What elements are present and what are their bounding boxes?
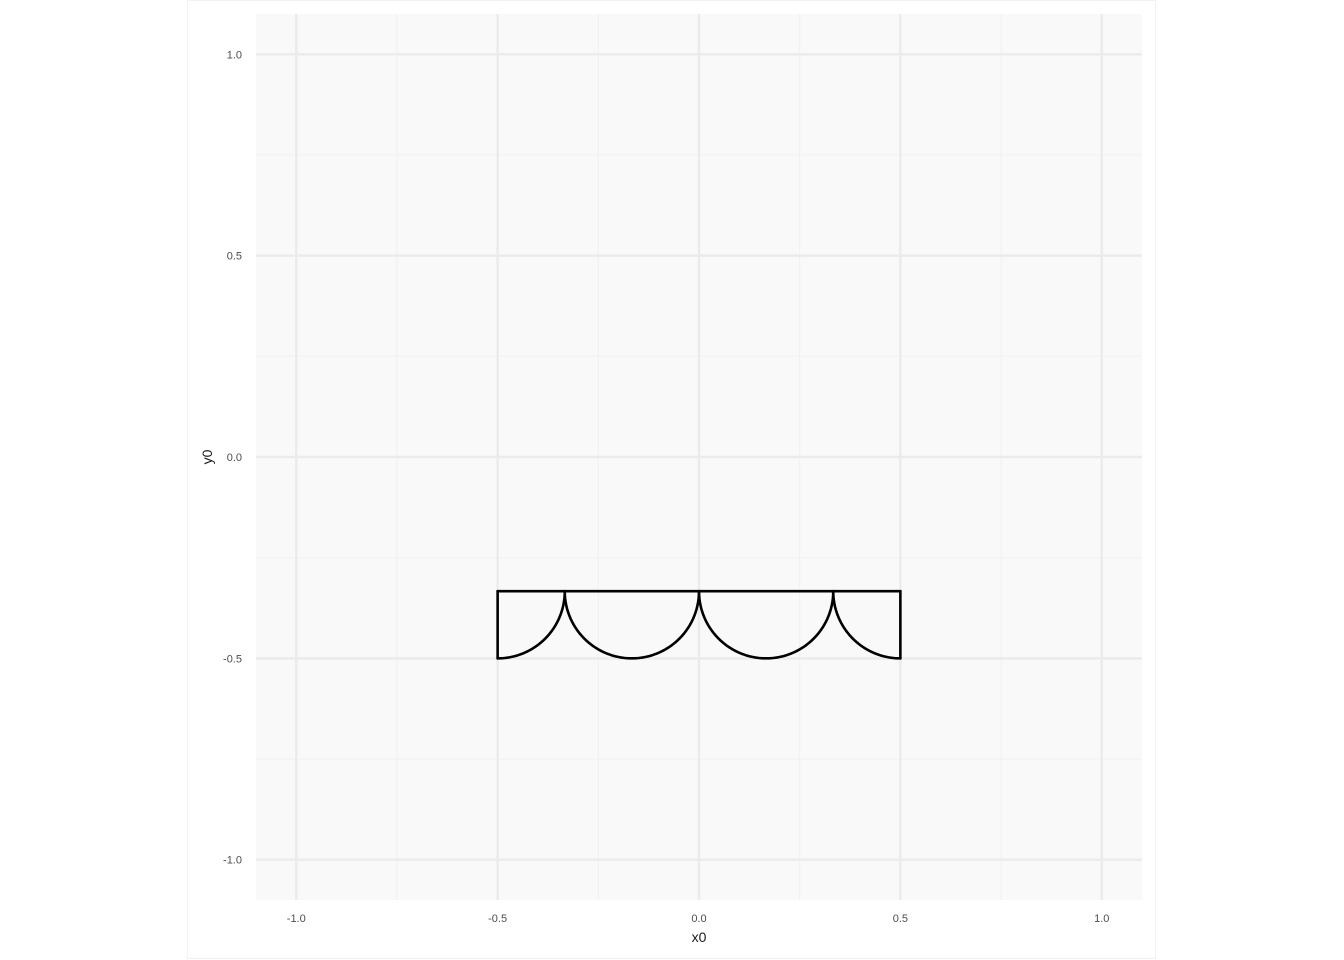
y-tick-label: 0.0 (227, 452, 242, 464)
x-tick-label: 0.0 (691, 913, 706, 925)
x-axis-title: x0 (692, 929, 707, 945)
y-tick-label: -0.5 (223, 653, 242, 665)
x-tick-label: -1.0 (287, 913, 306, 925)
shape-arc-3 (697, 589, 835, 660)
shape-layer (496, 589, 902, 660)
x-tick-label: 0.5 (893, 913, 908, 925)
x-tick-label: 1.0 (1094, 913, 1109, 925)
x-tick-label: -0.5 (488, 913, 507, 925)
y-tick-label: 1.0 (227, 49, 242, 61)
grid-major (256, 14, 1142, 900)
y-axis-ticks: -1.0 -0.5 0.0 0.5 1.0 (223, 49, 242, 866)
y-axis-title: y0 (199, 449, 215, 464)
shape-arc-4 (831, 589, 902, 660)
shape-arc-2 (563, 589, 701, 660)
x-axis-ticks: -1.0 -0.5 0.0 0.5 1.0 (287, 913, 1110, 925)
y-tick-label: 0.5 (227, 251, 242, 263)
shape-arc-1 (496, 589, 567, 660)
y-tick-label: -1.0 (223, 855, 242, 867)
